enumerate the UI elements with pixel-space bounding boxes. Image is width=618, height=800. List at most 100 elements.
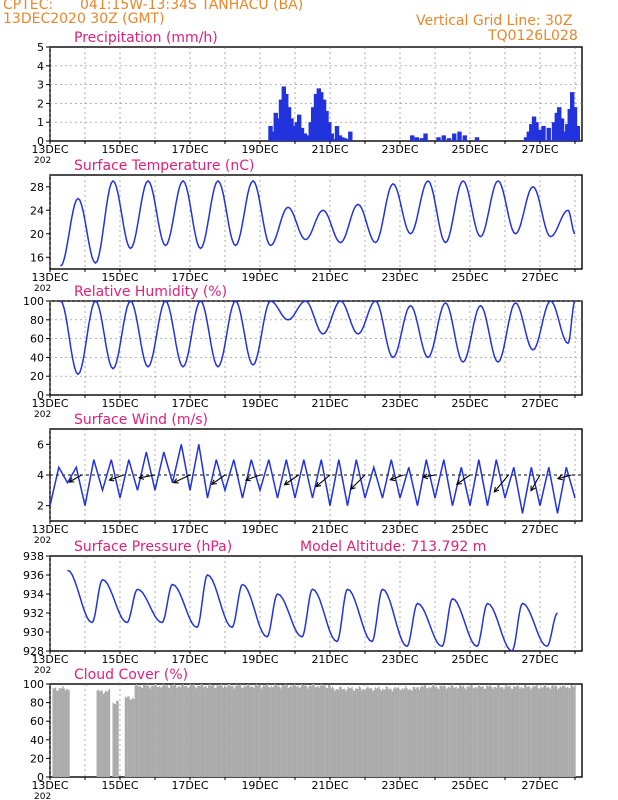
wind-arrow bbox=[173, 474, 191, 484]
precip-bar bbox=[529, 124, 534, 141]
cloud-bar bbox=[184, 686, 187, 777]
x-tick-label-wind: 15DEC bbox=[101, 523, 138, 536]
precip-bar bbox=[311, 107, 316, 141]
precip-bar bbox=[554, 112, 559, 141]
cloud-bar bbox=[544, 685, 547, 777]
x-tick-label-wind: 17DEC bbox=[171, 523, 208, 536]
cloud-bar bbox=[238, 684, 240, 777]
cloud-bar bbox=[290, 685, 292, 777]
cloud-bar bbox=[330, 688, 332, 777]
precip-bar bbox=[419, 138, 424, 141]
x-tick-label-cloud: 17DEC bbox=[171, 779, 208, 792]
cloud-bar bbox=[254, 684, 256, 777]
y-tick-label-precip: 1 bbox=[37, 116, 44, 129]
cloud-bar bbox=[348, 688, 351, 777]
cloud-bar bbox=[488, 686, 490, 777]
cloud-bar bbox=[324, 685, 326, 777]
cloud-bar bbox=[185, 685, 188, 777]
cloud-bar bbox=[134, 685, 136, 777]
precip-bar bbox=[297, 114, 302, 141]
cloud-bar bbox=[456, 688, 459, 777]
cloud-bar bbox=[393, 688, 395, 777]
cloud-bar bbox=[97, 689, 100, 777]
cloud-bar bbox=[144, 684, 146, 777]
wind-arrow bbox=[557, 474, 572, 480]
cloud-bar bbox=[113, 703, 116, 777]
y-tick-label-precip: 4 bbox=[37, 60, 44, 73]
cloud-bar bbox=[250, 685, 253, 777]
cloud-bar bbox=[563, 684, 565, 777]
cloud-bar bbox=[434, 687, 436, 777]
cloud-bar bbox=[482, 686, 484, 777]
cloud-bar bbox=[342, 688, 345, 777]
cloud-bar bbox=[127, 696, 129, 777]
cloud-bar bbox=[417, 686, 419, 777]
cloud-bar bbox=[68, 690, 70, 777]
x-tick-label-wind: 21DEC bbox=[311, 523, 348, 536]
cloud-bar bbox=[511, 688, 514, 777]
cloud-bar bbox=[166, 684, 168, 777]
cloud-bar bbox=[208, 685, 210, 777]
panel-extra-press: Model Altitude: 713.792 m bbox=[300, 539, 486, 555]
precip-bar bbox=[570, 92, 575, 141]
x-tick-label-precip: 27DEC bbox=[521, 143, 558, 156]
cloud-bar bbox=[281, 685, 283, 777]
cloud-bar bbox=[374, 687, 376, 777]
cloud-bar bbox=[107, 690, 109, 777]
cloud-bar bbox=[370, 688, 373, 777]
cloud-bar bbox=[549, 689, 552, 777]
cloud-bar bbox=[421, 685, 423, 777]
x-tick-label-press: 17DEC bbox=[171, 653, 208, 666]
cloud-bar bbox=[283, 685, 286, 777]
cloud-bar bbox=[170, 685, 172, 777]
precip-bar bbox=[436, 137, 441, 141]
cloud-bar bbox=[538, 688, 541, 777]
cloud-bar bbox=[537, 687, 539, 777]
cloud-bar bbox=[242, 687, 244, 777]
precip-bar bbox=[278, 99, 284, 141]
cloud-bar bbox=[344, 688, 346, 777]
cloud-bar bbox=[524, 685, 526, 777]
x-tick-label-rh: 19DEC bbox=[241, 397, 278, 410]
x-tick-label-temp: 27DEC bbox=[521, 271, 558, 284]
cloud-bar bbox=[64, 690, 67, 777]
cloud-bar bbox=[220, 684, 222, 777]
precip-bar bbox=[332, 139, 337, 141]
cloud-bar bbox=[397, 687, 400, 777]
y-tick-label-precip: 5 bbox=[37, 41, 44, 54]
cloud-bar bbox=[149, 688, 151, 777]
y-tick-label-cloud: 40 bbox=[30, 734, 44, 747]
cloud-bar bbox=[522, 688, 525, 777]
cloud-bar bbox=[546, 687, 548, 777]
cloud-bar bbox=[533, 686, 536, 777]
y-tick-label-rh: 40 bbox=[30, 351, 44, 364]
cloud-bar bbox=[459, 684, 461, 777]
panel-title-precip: Precipitation (mm/h) bbox=[74, 30, 218, 46]
cloud-bar bbox=[543, 684, 546, 777]
cloud-bar bbox=[140, 687, 142, 777]
cloud-bar bbox=[492, 689, 494, 777]
x-tick-label-temp: 23DEC bbox=[381, 271, 418, 284]
cloud-bar bbox=[301, 684, 303, 777]
x-tick-label-cloud: 13DEC bbox=[31, 779, 68, 792]
cloud-bar bbox=[288, 687, 291, 777]
wind-arrow-head bbox=[455, 479, 462, 485]
cloud-bar bbox=[62, 686, 64, 777]
precip-bar bbox=[284, 94, 289, 141]
cloud-bar bbox=[136, 685, 139, 777]
x-tick-label-rh: 21DEC bbox=[311, 397, 348, 410]
cloud-bar bbox=[54, 687, 57, 777]
precip-bar bbox=[531, 116, 537, 141]
cloud-bar bbox=[516, 684, 519, 777]
cloud-bar bbox=[226, 687, 228, 777]
cloud-bar bbox=[364, 690, 367, 777]
cloud-bar bbox=[268, 686, 270, 777]
cloud-bar bbox=[174, 685, 177, 777]
precip-bar bbox=[541, 125, 546, 141]
header-grid-line: Vertical Grid Line: 30Z bbox=[416, 13, 573, 29]
cloud-bar bbox=[276, 686, 278, 777]
cloud-bar bbox=[260, 688, 263, 777]
cloud-bar bbox=[116, 700, 118, 777]
cloud-bar bbox=[517, 686, 520, 777]
cloud-bar bbox=[357, 688, 359, 777]
